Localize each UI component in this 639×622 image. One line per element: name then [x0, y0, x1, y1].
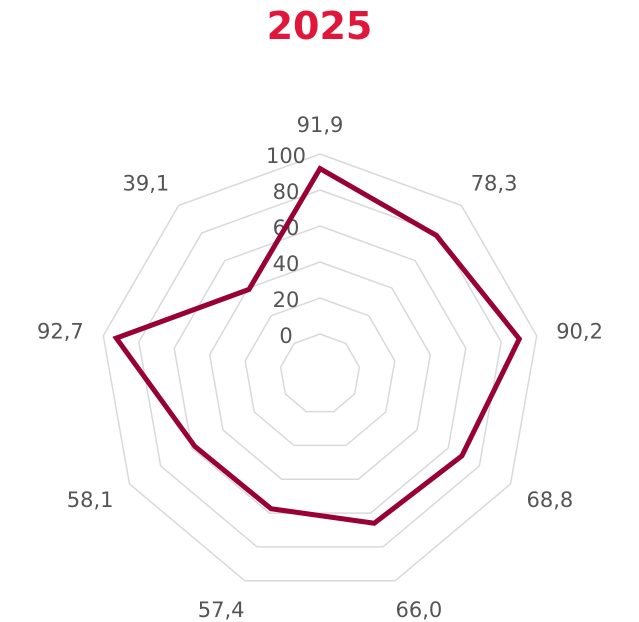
category-label: 66,0	[396, 598, 443, 622]
category-label: 57,4	[198, 598, 245, 622]
category-label: 92,7	[37, 320, 84, 344]
series-line	[112, 165, 523, 526]
category-label: 91,9	[297, 113, 344, 137]
grid-ring	[102, 153, 538, 582]
radial-tick-label: 40	[273, 252, 300, 276]
category-label: 68,8	[527, 488, 574, 512]
radial-tick-label: 80	[273, 180, 300, 204]
category-label: 58,1	[67, 488, 114, 512]
grid-ring	[244, 297, 396, 447]
radial-tick-label: 20	[273, 288, 300, 312]
radial-tick-label: 0	[279, 324, 292, 348]
category-labels: 91,9 78,3 90,2 68,8 66,0 57,4 58,1 92,7 39,1	[37, 113, 603, 622]
grid-ring	[138, 189, 502, 548]
radial-tick-label: 100	[266, 144, 306, 168]
grid-ring	[279, 333, 361, 413]
category-label: 90,2	[556, 320, 603, 344]
chart-title: 2025	[266, 4, 373, 48]
grid-ring	[173, 225, 467, 514]
series-layer	[112, 165, 523, 526]
category-label: 78,3	[471, 172, 518, 196]
category-label: 39,1	[123, 172, 170, 196]
grid-ring	[208, 261, 432, 480]
